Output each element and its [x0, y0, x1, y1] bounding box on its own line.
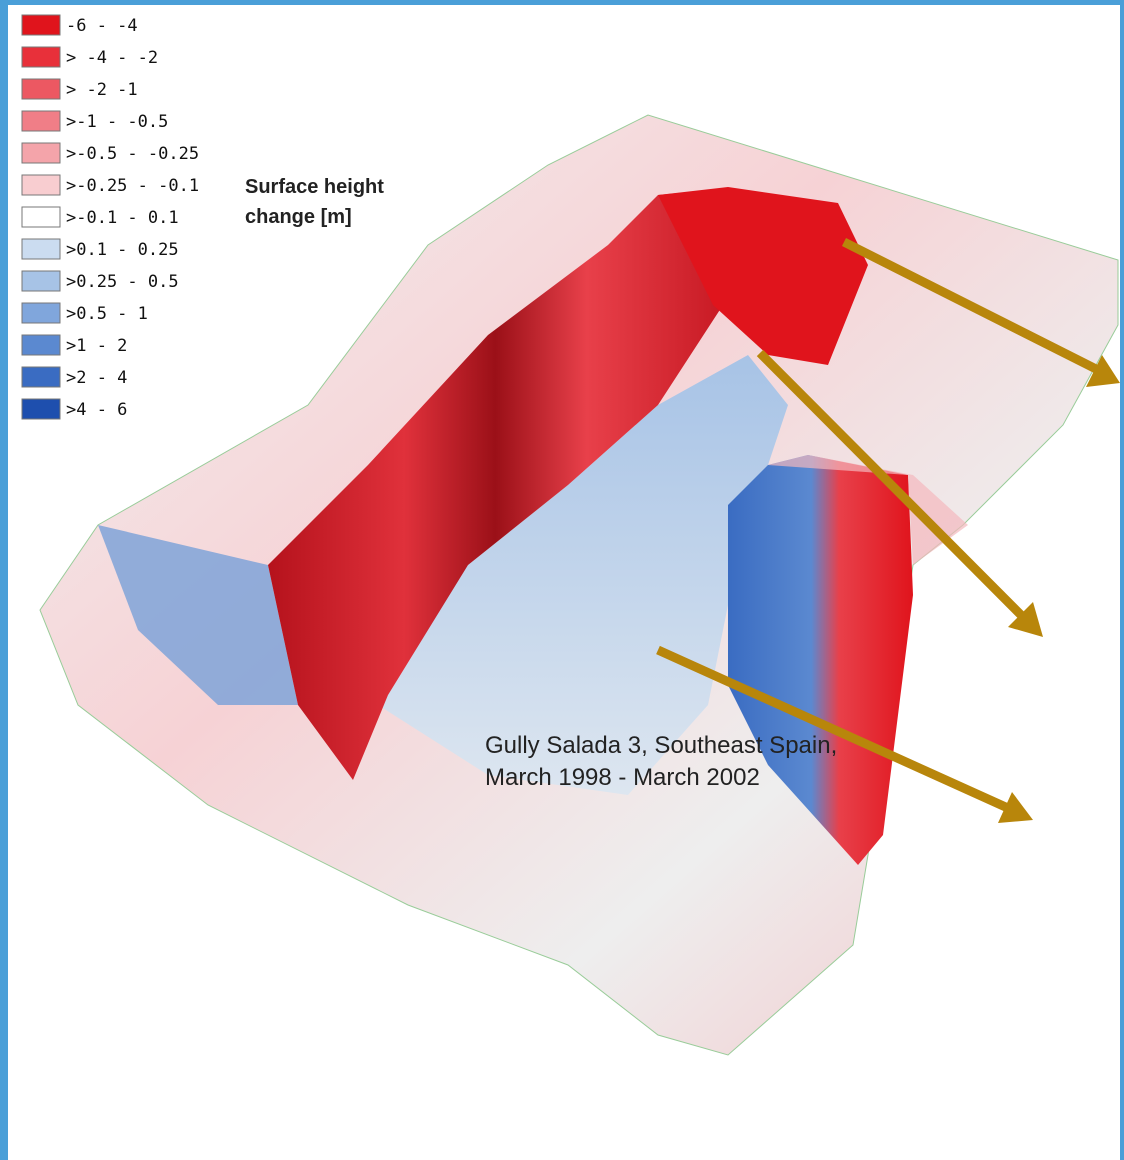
legend-swatch [22, 303, 60, 323]
legend-swatch [22, 175, 60, 195]
legend-swatch [22, 15, 60, 35]
caption: March 1998 - March 2002 [485, 764, 760, 791]
legend-label: > -4 - -2 [66, 48, 158, 68]
legend-swatch [22, 143, 60, 163]
legend-swatch [22, 207, 60, 227]
legend-label: >-1 - -0.5 [66, 112, 168, 132]
legend-swatch [22, 79, 60, 99]
legend-swatch [22, 399, 60, 419]
legend-swatch [22, 47, 60, 67]
legend-swatch [22, 239, 60, 259]
legend-swatch [22, 367, 60, 387]
legend-label: >-0.5 - -0.25 [66, 144, 199, 164]
legend-label: >1 - 2 [66, 336, 127, 356]
legend-title: change [m] [245, 206, 352, 228]
legend-label: >-0.25 - -0.1 [66, 176, 199, 196]
legend-swatch [22, 111, 60, 131]
frame: -6 - -4 > -4 - -2 > -2 -1 >-1 - -0.5 >-0.5 -… [8, 5, 1120, 1160]
legend-label: >2 - 4 [66, 368, 127, 388]
legend-swatch [22, 335, 60, 355]
legend-swatch [22, 271, 60, 291]
caption: Gully Salada 3, Southeast Spain, [485, 732, 837, 759]
legend-label: >0.1 - 0.25 [66, 240, 179, 260]
legend-title: Surface height [245, 176, 384, 198]
legend-label: >0.5 - 1 [66, 304, 148, 324]
legend-label: > -2 -1 [66, 80, 138, 100]
legend: -6 - -4 > -4 - -2 > -2 -1 >-1 - -0.5 >-0.5 -… [22, 15, 199, 420]
legend-label: >-0.1 - 0.1 [66, 208, 179, 228]
legend-label: >0.25 - 0.5 [66, 272, 179, 292]
page: -6 - -4 > -4 - -2 > -2 -1 >-1 - -0.5 >-0.5 -… [0, 0, 1124, 1160]
legend-label: -6 - -4 [66, 16, 138, 36]
legend-label: >4 - 6 [66, 400, 127, 420]
scene: -6 - -4 > -4 - -2 > -2 -1 >-1 - -0.5 >-0.5 -… [8, 5, 1120, 1160]
